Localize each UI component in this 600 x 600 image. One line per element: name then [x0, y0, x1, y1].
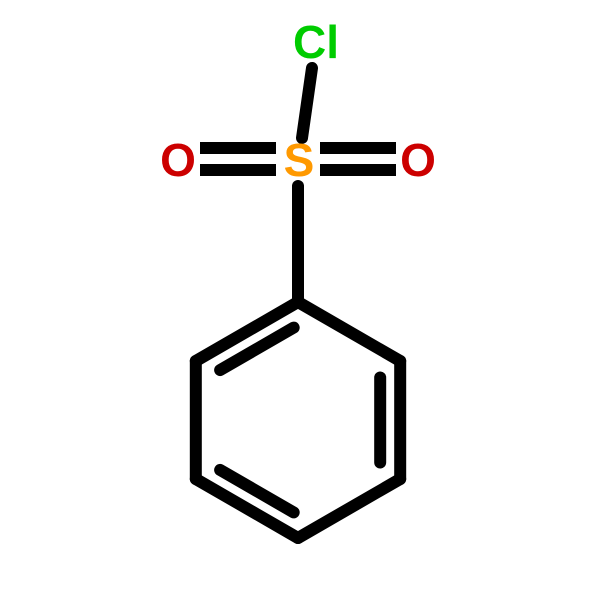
oxygen-right-atom-label: O: [400, 133, 436, 187]
chlorine-atom-label: Cl: [293, 15, 339, 69]
oxygen-left-atom-label: O: [160, 133, 196, 187]
bond-layer: [0, 0, 600, 600]
molecule-diagram: Cl S O O: [0, 0, 600, 600]
sulfur-atom-label: S: [284, 133, 315, 187]
